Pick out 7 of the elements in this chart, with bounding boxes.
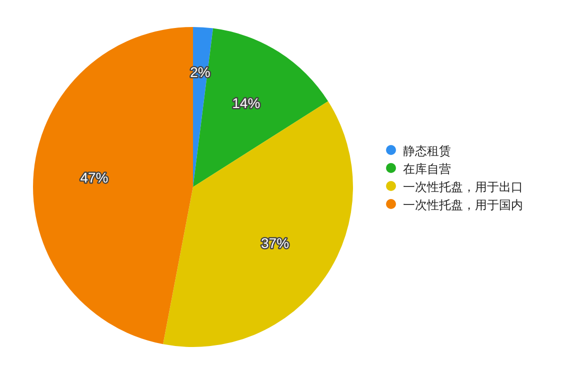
data-label: 37%: [261, 234, 290, 251]
legend-label: 一次性托盘，用于国内: [403, 198, 523, 212]
legend-label: 一次性托盘，用于出口: [403, 180, 523, 194]
legend-label: 静态租赁: [403, 144, 451, 158]
data-label: 14%: [232, 95, 260, 112]
data-label: 47%: [80, 170, 108, 186]
legend-label: 在库自营: [403, 162, 451, 176]
